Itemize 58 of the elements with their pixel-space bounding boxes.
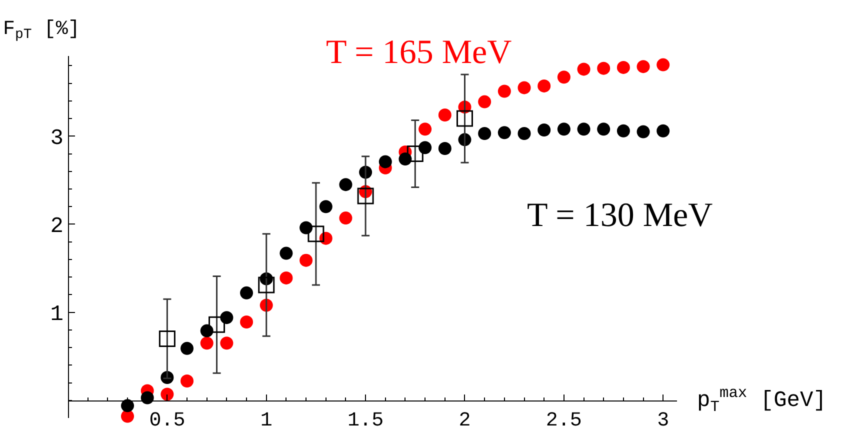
point [577,62,590,76]
y-tick-label: 3 [50,126,64,151]
point [597,122,610,136]
point [557,122,570,136]
point [240,316,254,328]
point [280,246,293,260]
point [498,126,511,140]
x-tick-label: 2.5 [546,409,582,432]
point [438,108,452,122]
point [200,336,214,350]
point [158,330,176,347]
point [180,374,194,388]
point [418,122,432,136]
point [208,316,226,333]
point [478,127,492,140]
point [258,276,275,294]
point [518,127,531,140]
point [656,124,670,138]
point [140,391,154,404]
point [538,123,551,136]
point [456,110,473,127]
point [180,342,194,355]
point [160,388,174,401]
point [357,188,374,204]
x-tick-label: 2 [458,409,471,432]
x-tick-label: 1 [260,409,272,432]
point [220,336,234,350]
point [636,60,650,74]
point [636,125,650,138]
point [438,142,452,155]
x-tick-label: 1.5 [348,409,384,432]
point [597,62,610,75]
point [339,178,352,192]
point [538,79,551,92]
x-tick-label: 0.5 [149,409,186,432]
point [300,254,313,267]
point [518,81,531,94]
series-label: T = 165 MeV [326,34,512,71]
point [616,124,630,138]
point [478,95,492,108]
x-axis-title: p$_{T}$$^{max}$ [GeV] [697,384,826,416]
series-label: T = 130 MeV [527,197,714,234]
point [121,399,134,412]
point [656,58,670,72]
point [280,271,293,284]
point [577,122,590,136]
point [240,286,254,300]
point [616,60,630,74]
point [498,84,511,98]
point [557,70,570,84]
x-tick-label: 3 [657,409,670,432]
point [308,226,324,242]
y-tick-label: 2 [50,214,64,239]
y-tick-label: 1 [50,302,64,328]
point [319,200,332,214]
point [378,155,392,168]
point [339,212,352,225]
y-axis-title: F$_{pT}$ [%] [3,18,80,44]
